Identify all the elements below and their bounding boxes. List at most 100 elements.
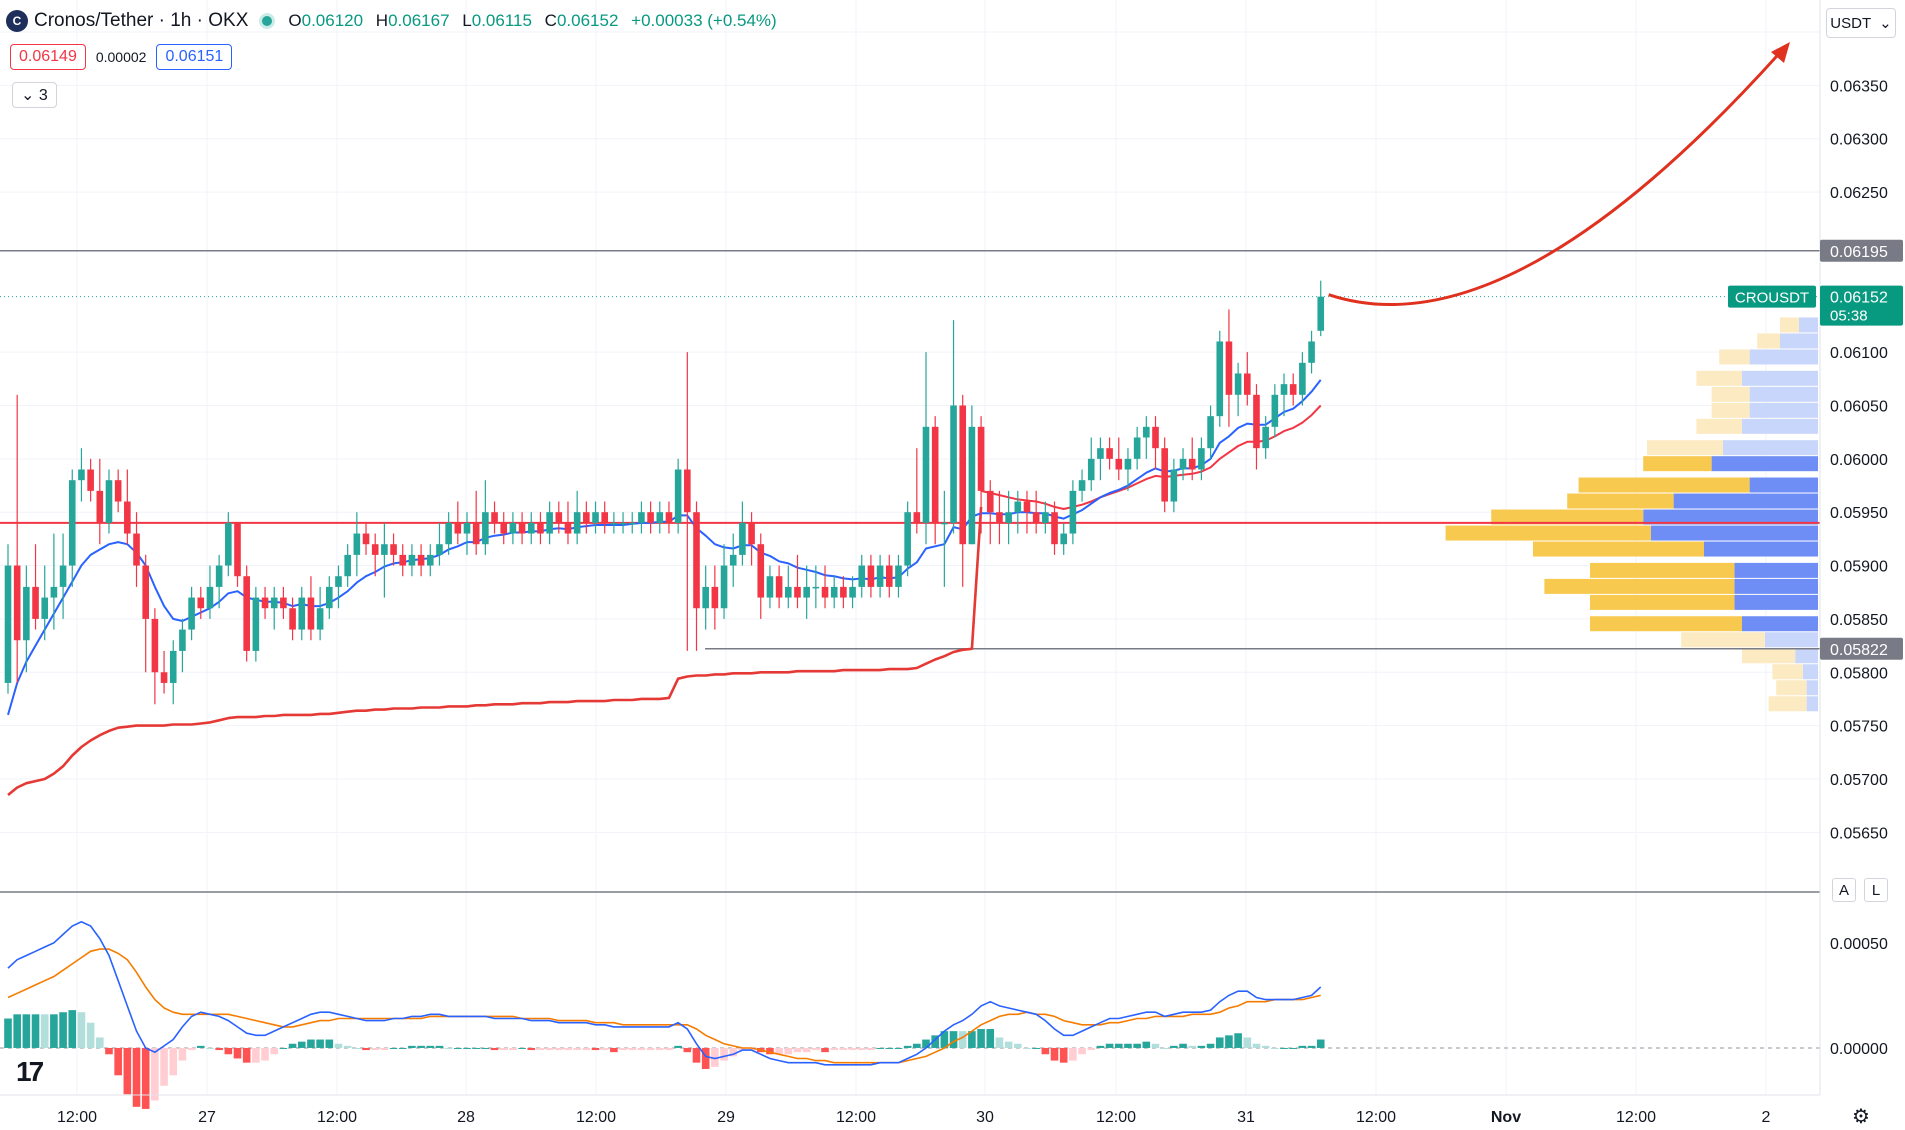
candle-body-119 <box>1097 448 1104 459</box>
auto-scale-button[interactable]: A <box>1832 878 1856 902</box>
time-tick-label: 12:00 <box>1356 1109 1396 1126</box>
macd-hist-bar-0 <box>4 1018 12 1048</box>
candle-body-129 <box>1188 458 1196 470</box>
macd-hist-bar-16 <box>151 1047 159 1101</box>
vp-up-bar-15 <box>1734 578 1818 594</box>
macd-hist-bar-52 <box>481 1047 490 1049</box>
candle-body-97 <box>895 565 902 587</box>
vp-up-bar-20 <box>1802 664 1818 680</box>
vp-down-bar-13 <box>1533 541 1704 557</box>
time-tick-label: Nov <box>1491 1109 1521 1126</box>
candle-body-11 <box>105 480 113 523</box>
candle-body-118 <box>1087 458 1095 481</box>
price-tick-label: 0.06350 <box>1830 78 1888 95</box>
ema-fast-path <box>7 379 1322 716</box>
time-tick-label: 27 <box>198 1109 216 1126</box>
candle-body-16 <box>151 618 159 673</box>
vp-up-bar-3 <box>1742 370 1818 386</box>
candle-body-98 <box>904 512 911 566</box>
candle-body-69 <box>638 512 645 523</box>
macd-hist-bar-105 <box>968 1031 976 1048</box>
candle-body-15 <box>142 565 149 619</box>
macd-hist-bar-6 <box>59 1012 67 1048</box>
macd-hist-bar-19 <box>178 1047 187 1061</box>
macd-hist-bar-39 <box>362 1047 370 1051</box>
candle-body-23 <box>215 565 223 587</box>
candle-body-19 <box>179 629 186 651</box>
macd-hist-bar-22 <box>206 1047 214 1049</box>
candle-body-60 <box>555 512 563 523</box>
low-value: 0.06115 <box>471 11 532 30</box>
vp-down-bar-8 <box>1643 456 1712 472</box>
macd-hist-bar-69 <box>637 1047 646 1051</box>
macd-hist-bar-8 <box>77 1012 86 1048</box>
candle-body-91 <box>840 586 847 598</box>
macd-hist-bar-137 <box>1261 1045 1270 1048</box>
candle-body-9 <box>87 469 94 491</box>
candle-body-126 <box>1161 448 1168 502</box>
macd-hist-bar-121 <box>1114 1043 1123 1048</box>
macd-hist-bar-101 <box>931 1035 939 1048</box>
macd-hist-bar-117 <box>1078 1047 1086 1055</box>
vp-up-bar-18 <box>1764 632 1818 648</box>
price-tick-label: 0.05950 <box>1830 505 1888 522</box>
candle-body-89 <box>821 586 829 598</box>
candle-body-82 <box>757 544 765 598</box>
projection-arrow[interactable] <box>1328 42 1790 307</box>
candle-body-74 <box>684 469 691 513</box>
macd-hist-bar-80 <box>738 1047 747 1051</box>
sell-button[interactable]: 0.06149 <box>10 44 86 70</box>
macd-hist-bar-54 <box>499 1047 508 1051</box>
macd-hist-bar-30 <box>279 1047 288 1049</box>
vp-down-bar-18 <box>1681 632 1765 648</box>
candle-body-31 <box>289 608 296 630</box>
currency-selector[interactable]: USDT ⌄ <box>1826 8 1896 38</box>
macd-hist-bar-73 <box>674 1045 682 1048</box>
quote-panel: 0.06149 0.00002 0.06151 <box>10 44 233 70</box>
candle-body-115 <box>1060 533 1067 545</box>
macd-hist-bar-42 <box>389 1047 398 1049</box>
vp-down-bar-2 <box>1719 349 1750 365</box>
chevron-down-icon: ⌄ <box>1879 15 1892 32</box>
macd-hist-bar-17 <box>160 1047 168 1086</box>
macd-hist-bar-91 <box>839 1047 848 1051</box>
macd-hist-bar-48 <box>444 1047 453 1049</box>
candle-body-86 <box>794 586 801 598</box>
macd-hist-bar-85 <box>784 1047 793 1055</box>
candle-body-94 <box>867 565 875 587</box>
vp-down-bar-12 <box>1445 525 1651 541</box>
vp-up-bar-22 <box>1806 696 1818 712</box>
candle-body-55 <box>509 522 517 534</box>
candle-body-0 <box>4 565 12 683</box>
settings-gear-icon[interactable]: ⚙ <box>1852 1106 1870 1128</box>
low-label: L <box>462 11 472 30</box>
chevron-down-icon: ⌄ <box>21 87 35 104</box>
symbol-title[interactable]: Cronos/Tether · 1h · OKX <box>34 10 249 31</box>
candle-body-121 <box>1115 458 1123 470</box>
candle-body-72 <box>665 512 673 523</box>
macd-hist-bar-59 <box>545 1047 554 1051</box>
candle-body-17 <box>160 672 168 683</box>
indicators-toggle-button[interactable]: ⌄ 3 <box>12 82 57 108</box>
macd-hist-bar-104 <box>958 1031 967 1048</box>
macd-hist-bar-74 <box>683 1047 692 1053</box>
vwap-path <box>7 506 983 797</box>
candle-body-62 <box>573 512 581 534</box>
macd-hist-bar-14 <box>132 1047 141 1107</box>
macd-hist-bar-29 <box>270 1047 279 1055</box>
macd-hist-bar-37 <box>343 1045 352 1048</box>
tradingview-logo-icon[interactable]: 17 <box>16 1056 44 1087</box>
macd-hist-bar-33 <box>307 1039 315 1048</box>
macd-hist-bar-71 <box>655 1047 664 1051</box>
vp-up-bar-0 <box>1799 317 1818 333</box>
candle-body-47 <box>436 544 443 555</box>
macd-hist-bar-27 <box>252 1047 260 1063</box>
candle-body-71 <box>656 512 664 523</box>
candle-body-64 <box>592 512 599 523</box>
log-scale-button[interactable]: L <box>1864 878 1888 902</box>
buy-button[interactable]: 0.06151 <box>156 44 233 70</box>
macd-hist-bar-108 <box>995 1037 1004 1048</box>
vp-up-bar-14 <box>1734 562 1818 578</box>
countdown-label: 05:38 <box>1830 308 1868 325</box>
